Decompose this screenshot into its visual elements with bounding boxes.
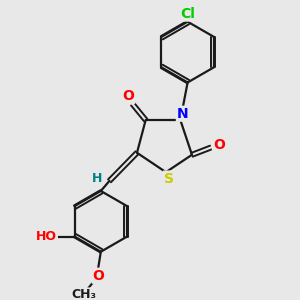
Text: HO: HO <box>36 230 57 243</box>
Text: O: O <box>213 138 225 152</box>
Text: O: O <box>122 89 134 103</box>
Text: S: S <box>164 172 174 185</box>
Text: O: O <box>93 269 104 283</box>
Text: H: H <box>92 172 103 185</box>
Text: CH₃: CH₃ <box>71 288 96 300</box>
Text: Cl: Cl <box>180 7 195 21</box>
Text: N: N <box>177 107 188 121</box>
